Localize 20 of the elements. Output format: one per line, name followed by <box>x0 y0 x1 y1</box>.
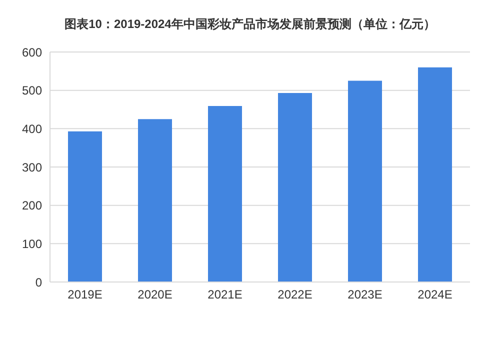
y-tick-label: 400 <box>22 122 42 136</box>
bar <box>418 67 452 282</box>
y-tick-label: 600 <box>22 45 42 60</box>
x-tick-label: 2024E <box>418 288 452 302</box>
y-tick-label: 300 <box>22 160 42 174</box>
x-tick-label: 2023E <box>348 288 382 302</box>
bar <box>208 106 242 282</box>
bar <box>348 80 382 282</box>
x-tick-label: 2019E <box>68 288 102 302</box>
bar <box>68 131 102 282</box>
y-tick-label: 100 <box>22 236 42 251</box>
chart-title: 图表10：2019-2024年中国彩妆产品市场发展前景预测（单位：亿元） <box>64 16 436 33</box>
x-tick-label: 2022E <box>278 288 312 302</box>
bar <box>278 93 312 282</box>
y-tick-label: 500 <box>22 84 42 98</box>
x-tick-label: 2020E <box>138 288 172 302</box>
x-tick-label: 2021E <box>208 288 242 302</box>
y-tick-label: 200 <box>22 198 42 213</box>
bar <box>138 119 172 282</box>
y-tick-label: 0 <box>35 275 42 290</box>
